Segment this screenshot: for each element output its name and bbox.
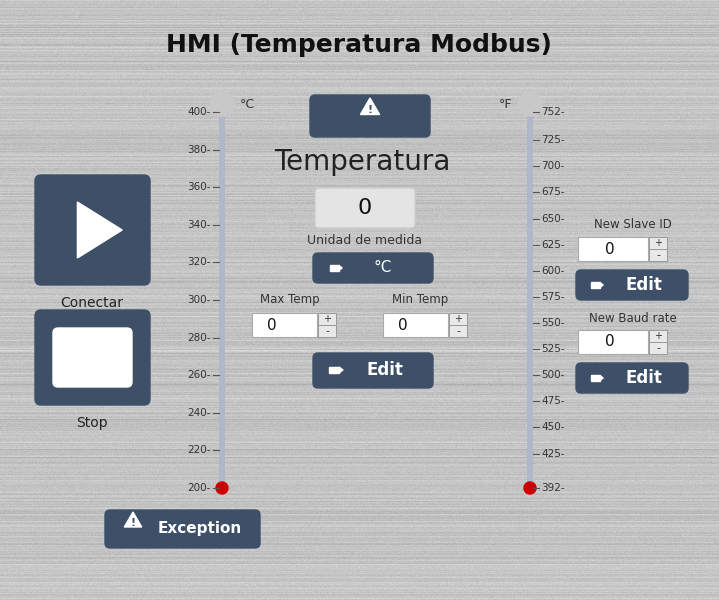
Text: 650-: 650- bbox=[541, 214, 564, 224]
Bar bbox=[449, 313, 467, 325]
Text: 0: 0 bbox=[605, 241, 615, 257]
Text: 400-: 400- bbox=[188, 107, 211, 117]
FancyBboxPatch shape bbox=[310, 95, 430, 137]
Text: °F: °F bbox=[498, 97, 512, 110]
Text: 450-: 450- bbox=[541, 422, 564, 433]
Text: Edit: Edit bbox=[367, 361, 403, 379]
Text: 200-: 200- bbox=[188, 483, 211, 493]
Text: 675-: 675- bbox=[541, 187, 564, 197]
Text: +: + bbox=[654, 331, 662, 341]
FancyBboxPatch shape bbox=[313, 353, 433, 388]
Polygon shape bbox=[339, 367, 343, 373]
Text: 475-: 475- bbox=[541, 397, 564, 406]
Polygon shape bbox=[600, 376, 603, 380]
Text: -: - bbox=[656, 343, 660, 353]
Text: 0: 0 bbox=[398, 317, 408, 332]
Text: 280-: 280- bbox=[188, 332, 211, 343]
Circle shape bbox=[518, 92, 542, 116]
Text: New Slave ID: New Slave ID bbox=[594, 218, 672, 232]
Text: !: ! bbox=[130, 518, 136, 528]
Text: Conectar: Conectar bbox=[60, 296, 124, 310]
Bar bbox=[649, 237, 667, 249]
Text: New Baud rate: New Baud rate bbox=[589, 311, 677, 325]
Bar bbox=[649, 249, 667, 261]
Text: 300-: 300- bbox=[188, 295, 211, 305]
Polygon shape bbox=[339, 265, 342, 271]
Bar bbox=[527, 112, 533, 488]
Text: +: + bbox=[454, 314, 462, 324]
Text: Unidad de medida: Unidad de medida bbox=[308, 233, 423, 247]
Text: 575-: 575- bbox=[541, 292, 564, 302]
Text: Exception: Exception bbox=[158, 521, 242, 536]
Polygon shape bbox=[590, 283, 600, 287]
Text: 525-: 525- bbox=[541, 344, 564, 354]
Text: Max Temp: Max Temp bbox=[260, 293, 320, 307]
Circle shape bbox=[216, 482, 228, 494]
FancyBboxPatch shape bbox=[315, 188, 415, 228]
FancyBboxPatch shape bbox=[35, 310, 150, 405]
Text: 0: 0 bbox=[605, 335, 615, 349]
Text: Edit: Edit bbox=[626, 369, 662, 387]
Polygon shape bbox=[590, 376, 600, 380]
Text: 320-: 320- bbox=[188, 257, 211, 268]
Bar bbox=[578, 330, 648, 354]
Text: 0: 0 bbox=[358, 198, 372, 218]
Text: 700-: 700- bbox=[541, 161, 564, 172]
Bar bbox=[318, 325, 336, 337]
Text: Edit: Edit bbox=[626, 276, 662, 294]
Circle shape bbox=[210, 92, 234, 116]
Bar bbox=[252, 313, 317, 337]
Bar bbox=[219, 112, 225, 488]
Text: 752-: 752- bbox=[541, 107, 564, 117]
Polygon shape bbox=[329, 367, 339, 373]
Text: 500-: 500- bbox=[541, 370, 564, 380]
Text: !: ! bbox=[367, 105, 372, 115]
Text: 240-: 240- bbox=[188, 408, 211, 418]
FancyBboxPatch shape bbox=[313, 253, 433, 283]
Text: 625-: 625- bbox=[541, 239, 564, 250]
Text: 0: 0 bbox=[267, 317, 277, 332]
Circle shape bbox=[524, 482, 536, 494]
Text: 550-: 550- bbox=[541, 318, 564, 328]
Bar bbox=[649, 330, 667, 342]
Text: 600-: 600- bbox=[541, 266, 564, 276]
Text: +: + bbox=[323, 314, 331, 324]
Text: Temperatura: Temperatura bbox=[274, 148, 450, 176]
Text: 360-: 360- bbox=[188, 182, 211, 192]
Bar bbox=[383, 313, 448, 337]
Text: +: + bbox=[654, 238, 662, 248]
Bar bbox=[578, 237, 648, 261]
FancyBboxPatch shape bbox=[576, 270, 688, 300]
Polygon shape bbox=[124, 512, 142, 527]
Text: 725-: 725- bbox=[541, 135, 564, 145]
Text: °C: °C bbox=[374, 260, 392, 275]
Text: Stop: Stop bbox=[76, 416, 108, 430]
Polygon shape bbox=[600, 283, 603, 287]
Polygon shape bbox=[78, 202, 122, 258]
FancyBboxPatch shape bbox=[576, 363, 688, 393]
Text: -: - bbox=[656, 250, 660, 260]
Bar bbox=[649, 342, 667, 354]
Text: Min Temp: Min Temp bbox=[392, 293, 448, 307]
Bar bbox=[318, 313, 336, 325]
FancyBboxPatch shape bbox=[105, 510, 260, 548]
Text: 425-: 425- bbox=[541, 449, 564, 458]
FancyBboxPatch shape bbox=[35, 175, 150, 285]
Text: 392-: 392- bbox=[541, 483, 564, 493]
Polygon shape bbox=[329, 265, 339, 271]
Text: 340-: 340- bbox=[188, 220, 211, 230]
Bar bbox=[449, 325, 467, 337]
Text: 260-: 260- bbox=[188, 370, 211, 380]
Text: HMI (Temperatura Modbus): HMI (Temperatura Modbus) bbox=[166, 33, 552, 57]
Text: 220-: 220- bbox=[188, 445, 211, 455]
Text: °C: °C bbox=[240, 97, 255, 110]
Polygon shape bbox=[360, 98, 380, 115]
Text: 380-: 380- bbox=[188, 145, 211, 155]
Text: -: - bbox=[325, 326, 329, 336]
Text: -: - bbox=[456, 326, 460, 336]
FancyBboxPatch shape bbox=[53, 328, 132, 387]
